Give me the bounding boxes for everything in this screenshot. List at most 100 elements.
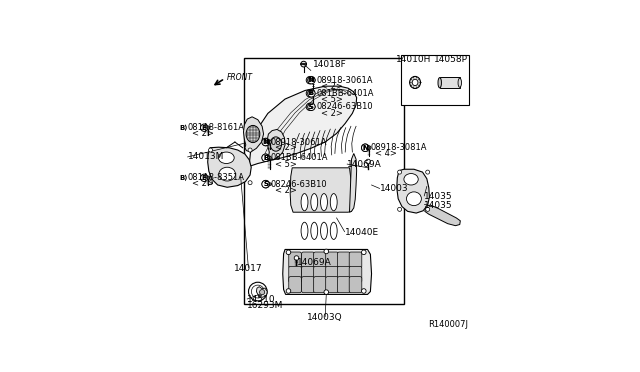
Text: 14003: 14003 (380, 184, 408, 193)
Polygon shape (283, 250, 372, 294)
FancyBboxPatch shape (349, 277, 362, 293)
Text: 081BB-6401A: 081BB-6401A (271, 153, 328, 162)
Ellipse shape (438, 78, 442, 88)
Circle shape (308, 76, 315, 84)
Circle shape (268, 140, 271, 144)
Ellipse shape (330, 222, 337, 240)
Ellipse shape (330, 193, 337, 211)
FancyBboxPatch shape (326, 277, 339, 293)
Text: 14013M: 14013M (188, 153, 224, 161)
FancyBboxPatch shape (349, 266, 362, 282)
Text: 14040E: 14040E (344, 228, 379, 237)
Polygon shape (397, 169, 429, 213)
Text: 08918-3061A: 08918-3061A (317, 76, 373, 85)
Text: 14069A: 14069A (297, 259, 332, 267)
Ellipse shape (269, 183, 271, 185)
FancyBboxPatch shape (314, 277, 326, 293)
Text: 14510: 14510 (247, 295, 276, 304)
Text: B: B (180, 125, 185, 131)
Ellipse shape (406, 192, 421, 206)
Text: B: B (202, 175, 207, 181)
Circle shape (367, 146, 371, 150)
Text: S: S (309, 104, 314, 110)
FancyBboxPatch shape (337, 252, 350, 268)
Circle shape (262, 138, 269, 146)
FancyBboxPatch shape (289, 266, 301, 282)
Bar (243, 58, 404, 304)
Text: 081A8-8351A: 081A8-8351A (188, 173, 244, 182)
Circle shape (207, 126, 210, 129)
Text: S: S (263, 181, 268, 187)
Circle shape (362, 250, 366, 254)
Text: B: B (202, 125, 207, 131)
Text: 08918-3061A: 08918-3061A (271, 138, 327, 147)
Circle shape (209, 181, 212, 185)
FancyBboxPatch shape (337, 266, 350, 282)
Ellipse shape (270, 137, 282, 151)
FancyBboxPatch shape (326, 266, 339, 282)
Text: 08918-3081A: 08918-3081A (371, 143, 427, 152)
Polygon shape (208, 147, 252, 187)
Circle shape (207, 176, 210, 180)
Polygon shape (257, 287, 268, 297)
Circle shape (262, 154, 269, 161)
Circle shape (200, 174, 208, 182)
Circle shape (312, 92, 315, 95)
Polygon shape (243, 117, 264, 152)
Bar (401, 55, 469, 105)
FancyBboxPatch shape (349, 252, 362, 268)
FancyBboxPatch shape (289, 252, 301, 268)
Text: 14035: 14035 (424, 201, 453, 209)
Circle shape (362, 144, 369, 151)
Text: S: S (263, 181, 268, 187)
Polygon shape (290, 168, 353, 212)
Text: B: B (308, 90, 314, 96)
Circle shape (311, 78, 315, 82)
Ellipse shape (311, 222, 317, 240)
Circle shape (306, 90, 314, 97)
Ellipse shape (458, 78, 461, 87)
Text: N: N (263, 139, 269, 145)
Circle shape (324, 290, 328, 294)
Text: 14003Q: 14003Q (307, 313, 343, 322)
Ellipse shape (311, 106, 316, 108)
Circle shape (262, 180, 269, 188)
Text: 14010H: 14010H (396, 55, 431, 64)
FancyBboxPatch shape (301, 266, 314, 282)
Ellipse shape (301, 193, 308, 211)
Circle shape (301, 61, 307, 67)
Ellipse shape (311, 193, 317, 211)
FancyBboxPatch shape (314, 252, 326, 268)
Text: 14069A: 14069A (347, 160, 382, 169)
Text: < 2>: < 2> (192, 179, 214, 188)
Ellipse shape (321, 193, 328, 211)
Text: < 2>: < 2> (275, 143, 297, 152)
FancyBboxPatch shape (337, 277, 350, 293)
Text: < 2>: < 2> (321, 109, 342, 118)
Circle shape (268, 156, 271, 160)
Circle shape (286, 289, 291, 293)
Circle shape (397, 207, 402, 211)
Text: FRONT: FRONT (227, 73, 253, 82)
Circle shape (306, 76, 314, 84)
Text: B: B (307, 90, 312, 96)
FancyBboxPatch shape (326, 252, 339, 268)
Text: N: N (262, 139, 269, 145)
FancyBboxPatch shape (301, 252, 314, 268)
Ellipse shape (301, 222, 308, 240)
Circle shape (426, 170, 429, 174)
Polygon shape (349, 154, 356, 212)
Circle shape (324, 249, 328, 254)
Text: 14058P: 14058P (434, 55, 468, 64)
Circle shape (426, 207, 429, 211)
Polygon shape (247, 86, 356, 168)
Text: < 5>: < 5> (321, 95, 342, 104)
Text: < 2>: < 2> (321, 82, 342, 91)
Text: 16293M: 16293M (247, 301, 284, 310)
Ellipse shape (219, 167, 236, 181)
Circle shape (248, 181, 252, 185)
Circle shape (397, 170, 402, 174)
Text: < 5>: < 5> (275, 160, 297, 169)
Text: 081BB-6401A: 081BB-6401A (317, 89, 374, 98)
Circle shape (308, 103, 315, 110)
